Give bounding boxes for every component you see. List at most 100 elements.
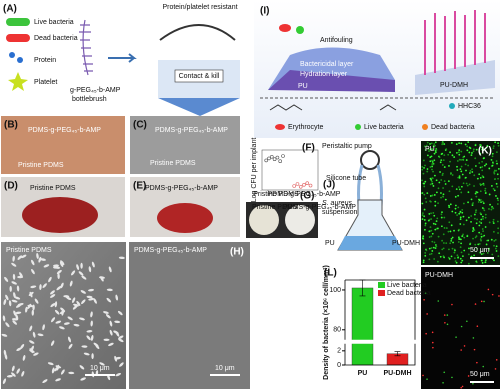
cell [442,193,445,196]
rod [11,318,18,321]
rod [29,291,33,298]
cell [457,206,460,209]
cell [447,256,450,259]
rod [4,353,8,360]
cell [497,232,499,234]
rod [6,374,13,378]
rod [91,353,94,360]
panel-f: (F) [302,143,315,154]
cell [485,163,488,166]
label: PU-DMH [440,82,468,89]
cell [425,144,428,147]
rod [11,262,17,267]
icon [449,103,455,109]
cell [437,202,439,205]
cell [456,160,459,162]
cell [440,196,442,199]
cell [461,259,464,262]
cell [459,223,462,225]
cell [431,159,433,162]
cell [488,193,491,196]
cell [474,192,477,195]
cell [497,199,500,202]
cell [439,171,441,173]
cell [460,325,463,328]
cell [458,175,461,178]
cell [458,186,460,188]
cell [447,180,450,183]
cell [462,233,464,236]
point [308,183,313,188]
cell [494,141,497,144]
cell [441,211,443,214]
brushes [424,10,486,75]
cell [475,148,478,151]
cell [474,243,477,246]
cell [495,160,498,162]
point [281,154,285,158]
cell [466,320,468,323]
label: PDMS-g-PEG₄₅-b-AMP [283,204,356,211]
cell [478,224,481,227]
y-tick-label: 2 [337,348,341,355]
panel-label: (L) [324,268,337,279]
cell [497,144,500,147]
surface [415,60,495,95]
cell [473,185,475,187]
cell [462,202,465,205]
cell [428,258,431,261]
label: 10 μm [90,365,110,372]
cell [480,218,483,221]
cell [467,216,470,219]
cell [449,242,452,245]
cell [449,160,451,163]
cell [454,207,457,210]
dish [285,205,315,235]
rod [13,310,17,317]
cell [430,235,433,238]
label: PU [298,83,308,90]
cell [431,232,434,235]
cell [497,227,500,230]
rod [99,362,105,366]
cell [445,148,448,151]
cell [458,228,460,231]
panel-l: (L) [324,268,337,279]
cell [488,248,490,251]
cell [424,252,427,254]
cell [430,229,433,232]
label: PU [325,240,335,247]
cell [433,194,436,196]
rod [73,323,80,327]
cell [473,217,476,220]
rod [88,266,92,273]
rod [50,290,55,295]
cell [429,226,432,229]
cell [469,170,472,172]
cell [429,160,432,163]
cell [435,191,438,194]
cell [428,253,431,256]
cell [433,174,436,177]
cell [443,371,446,374]
cell [495,250,498,252]
structure [269,104,397,111]
legend: Dead bacteria [34,35,78,42]
rod [68,343,73,349]
cell [431,165,434,168]
cell [442,195,444,198]
cell [423,182,426,185]
cell [434,204,437,207]
cell [468,146,471,149]
cell [434,247,437,250]
cell [429,183,432,186]
rod [93,298,97,304]
cell [426,313,428,315]
rod [79,365,85,370]
cell [436,227,439,230]
cell [425,249,428,252]
cell [493,239,496,242]
cell [431,182,434,185]
cell [455,143,458,146]
